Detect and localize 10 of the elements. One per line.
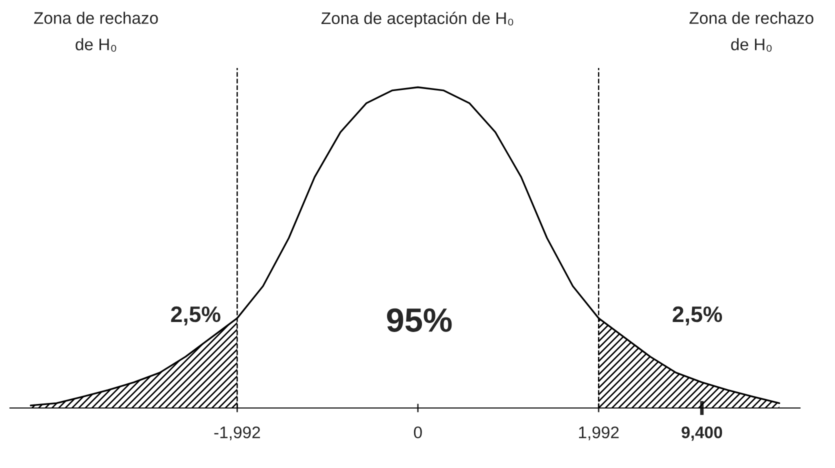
text: Zona de rechazo de H₀ [34, 12, 158, 52]
text: Zona de rechazo de H₀ [689, 12, 814, 52]
x-tick-label: 0 [414, 426, 422, 438]
annotation: 2,5% [672, 306, 722, 326]
annotation: 2,5% [171, 306, 220, 326]
x-tick-label: -1,992 [214, 426, 260, 440]
x-tick-label: 9,400 [682, 426, 722, 441]
text: Zona de aceptación de H₀ [321, 12, 514, 28]
annotation: 95% [387, 308, 452, 332]
x-tick-label: 1,992 [579, 426, 619, 440]
